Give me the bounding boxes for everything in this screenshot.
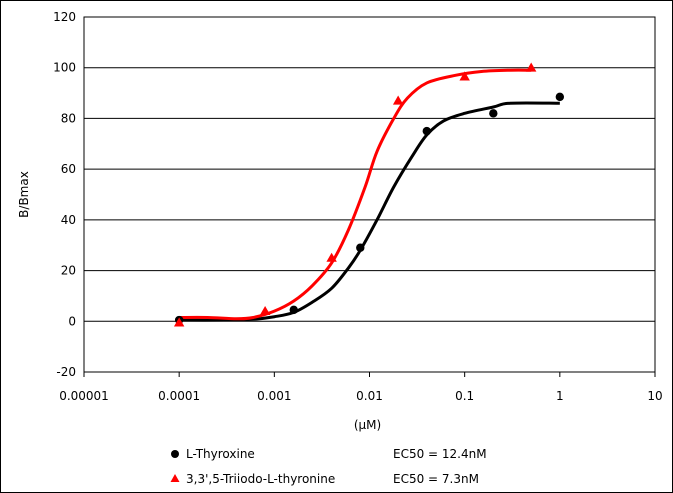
- x-tick-6: 10: [647, 389, 662, 403]
- data-markers: [173, 62, 565, 327]
- point-series-0-3: [422, 126, 431, 136]
- x-axis-label: (μM): [354, 418, 381, 432]
- x-tick-0: 0.00001: [59, 389, 109, 403]
- point-series-1-5: [525, 62, 537, 72]
- point-series-0-5: [555, 92, 565, 102]
- legend-label-t3: 3,3',5-Triiodo-L-thyronine: [186, 472, 335, 486]
- legend-label-l-thyroxine: L-Thyroxine: [186, 447, 255, 461]
- x-tick-5: 1: [556, 389, 564, 403]
- legend: L-Thyroxine EC50 = 12.4nM 3,3',5-Triiodo…: [170, 447, 487, 486]
- point-series-0-1: [289, 305, 298, 315]
- curve-series-0: [179, 101, 560, 322]
- y-tick-80: 80: [61, 111, 76, 125]
- y-tick-100: 100: [53, 61, 76, 75]
- legend-ec50-l-thyroxine: EC50 = 12.4nM: [393, 447, 487, 461]
- point-series-1-1: [259, 305, 271, 316]
- curve-series-1: [179, 68, 532, 321]
- x-tick-2: 0.001: [257, 389, 291, 403]
- point-series-1-0: [173, 317, 185, 327]
- point-series-1-2: [326, 252, 337, 262]
- y-tick-40: 40: [61, 213, 76, 227]
- legend-ec50-t3: EC50 = 7.3nM: [393, 472, 479, 486]
- fit-curves: [179, 68, 560, 322]
- y-tick--20: -20: [56, 365, 76, 379]
- point-series-1-4: [459, 71, 470, 81]
- plot-area: [83, 16, 656, 373]
- point-series-0-4: [489, 109, 498, 118]
- x-tick-3: 0.01: [356, 389, 383, 403]
- y-tick-0: 0: [68, 314, 76, 328]
- y-tick-60: 60: [61, 162, 76, 176]
- y-tick-20: 20: [61, 264, 76, 278]
- y-tick-120: 120: [53, 10, 76, 24]
- point-series-0-2: [356, 243, 365, 252]
- y-axis-label: B/Bmax: [17, 171, 31, 218]
- legend-marker-t3: [170, 474, 180, 482]
- x-tick-1: 0.0001: [158, 389, 200, 403]
- y-tick-labels: -20 0 20 40 60 80 100 120: [53, 10, 76, 379]
- point-series-1-3: [392, 95, 404, 105]
- x-tick-4: 0.1: [455, 389, 474, 403]
- x-tick-labels: 0.00001 0.0001 0.001 0.01 0.1 1 10: [59, 389, 662, 403]
- legend-marker-l-thyroxine: [171, 450, 179, 458]
